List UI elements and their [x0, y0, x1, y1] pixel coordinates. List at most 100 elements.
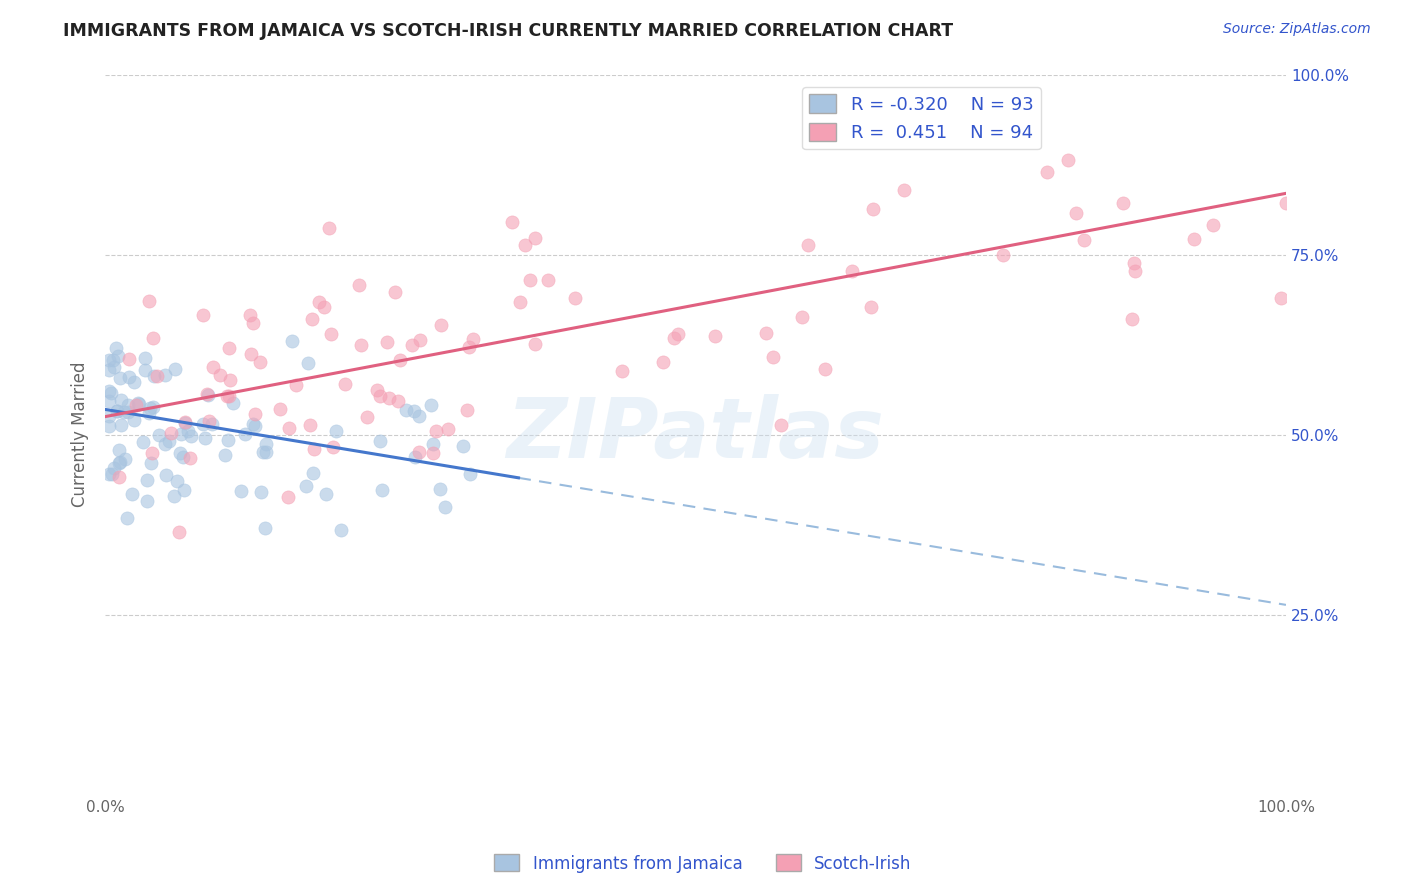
- Point: [1123, 263, 1146, 277]
- Point: [371, 483, 394, 497]
- Point: [814, 362, 837, 376]
- Point: [202, 360, 225, 375]
- Point: [155, 467, 177, 482]
- Y-axis label: Currently Married: Currently Married: [72, 362, 89, 508]
- Point: [163, 489, 186, 503]
- Point: [142, 400, 165, 414]
- Point: [125, 399, 148, 413]
- Point: [368, 434, 391, 449]
- Point: [201, 417, 224, 431]
- Point: [797, 238, 820, 252]
- Point: [402, 404, 425, 418]
- Point: [285, 378, 308, 392]
- Point: [215, 388, 238, 402]
- Point: [1112, 195, 1135, 210]
- Point: [197, 388, 219, 402]
- Point: [132, 435, 155, 450]
- Point: [501, 215, 523, 229]
- Point: [208, 368, 231, 383]
- Point: [167, 524, 190, 539]
- Point: [254, 521, 277, 535]
- Point: [347, 278, 370, 293]
- Point: [107, 470, 129, 484]
- Point: [127, 396, 149, 410]
- Text: ZIPatlas: ZIPatlas: [506, 394, 884, 475]
- Point: [134, 351, 156, 366]
- Point: [170, 426, 193, 441]
- Point: [254, 445, 277, 459]
- Point: [278, 421, 301, 435]
- Point: [1274, 196, 1296, 211]
- Point: [1270, 292, 1292, 306]
- Point: [134, 362, 156, 376]
- Point: [97, 418, 120, 433]
- Point: [104, 341, 127, 355]
- Point: [153, 368, 176, 383]
- Point: [537, 273, 560, 287]
- Point: [564, 291, 586, 305]
- Point: [159, 426, 181, 441]
- Point: [108, 455, 131, 469]
- Point: [523, 337, 546, 351]
- Point: [862, 202, 884, 216]
- Point: [165, 361, 187, 376]
- Point: [302, 467, 325, 481]
- Point: [612, 364, 634, 378]
- Point: [991, 248, 1014, 262]
- Point: [322, 441, 344, 455]
- Point: [218, 341, 240, 355]
- Point: [463, 332, 485, 346]
- Point: [191, 308, 214, 322]
- Point: [458, 467, 481, 482]
- Point: [422, 437, 444, 451]
- Point: [172, 450, 194, 465]
- Point: [195, 387, 218, 401]
- Point: [314, 300, 336, 314]
- Point: [141, 445, 163, 459]
- Point: [142, 331, 165, 345]
- Point: [366, 383, 388, 397]
- Point: [97, 394, 120, 409]
- Point: [128, 397, 150, 411]
- Point: [105, 404, 128, 418]
- Point: [103, 461, 125, 475]
- Point: [110, 392, 132, 407]
- Point: [117, 405, 139, 419]
- Point: [375, 334, 398, 349]
- Point: [409, 333, 432, 347]
- Point: [121, 486, 143, 500]
- Point: [1122, 256, 1144, 270]
- Point: [193, 417, 215, 432]
- Point: [218, 389, 240, 403]
- Point: [1121, 312, 1143, 326]
- Point: [769, 417, 792, 432]
- Point: [666, 326, 689, 341]
- Point: [277, 490, 299, 504]
- Point: [97, 409, 120, 423]
- Point: [114, 451, 136, 466]
- Point: [425, 424, 447, 438]
- Point: [242, 417, 264, 431]
- Point: [301, 312, 323, 326]
- Point: [1202, 219, 1225, 233]
- Point: [422, 446, 444, 460]
- Point: [384, 285, 406, 300]
- Point: [404, 450, 426, 464]
- Point: [169, 446, 191, 460]
- Point: [249, 355, 271, 369]
- Point: [97, 467, 120, 482]
- Point: [173, 416, 195, 430]
- Point: [408, 409, 430, 423]
- Point: [297, 356, 319, 370]
- Point: [860, 301, 883, 315]
- Point: [429, 482, 451, 496]
- Point: [519, 272, 541, 286]
- Point: [233, 426, 256, 441]
- Point: [155, 436, 177, 450]
- Point: [166, 474, 188, 488]
- Point: [218, 373, 240, 387]
- Point: [138, 293, 160, 308]
- Point: [893, 183, 915, 197]
- Point: [524, 231, 547, 245]
- Point: [146, 368, 169, 383]
